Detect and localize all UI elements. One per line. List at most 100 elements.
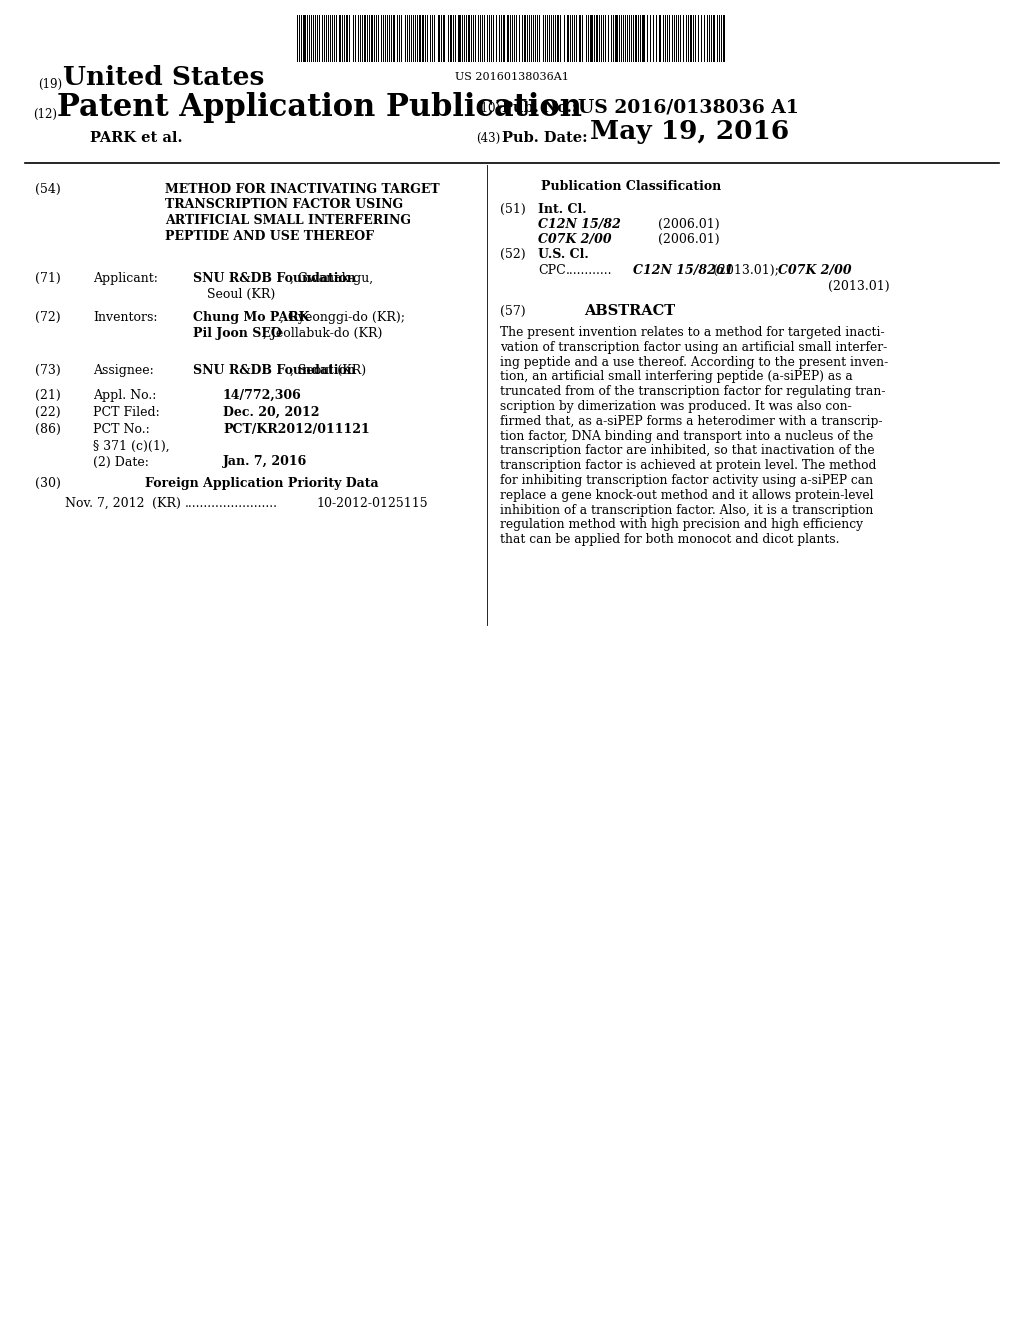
Text: 14/772,306: 14/772,306: [223, 389, 302, 403]
Bar: [468, 15, 470, 62]
Text: Pil Joon SEO: Pil Joon SEO: [193, 326, 282, 339]
Text: Nov. 7, 2012: Nov. 7, 2012: [65, 498, 144, 510]
Text: PEPTIDE AND USE THEREOF: PEPTIDE AND USE THEREOF: [165, 230, 374, 243]
Bar: [615, 15, 617, 62]
Text: ABSTRACT: ABSTRACT: [585, 304, 676, 318]
Text: PARK et al.: PARK et al.: [90, 131, 182, 145]
Text: , Gwanak-gu,: , Gwanak-gu,: [290, 272, 373, 285]
Text: Applicant:: Applicant:: [93, 272, 158, 285]
Text: ARTIFICIAL SMALL INTERFERING: ARTIFICIAL SMALL INTERFERING: [165, 214, 411, 227]
Bar: [642, 15, 645, 62]
Text: (21): (21): [35, 389, 60, 403]
Text: truncated from of the transcription factor for regulating tran-: truncated from of the transcription fact…: [500, 385, 886, 399]
Text: (2) Date:: (2) Date:: [93, 455, 148, 469]
Bar: [346, 15, 348, 62]
Bar: [443, 15, 444, 62]
Text: firmed that, as a-siPEP forms a heterodimer with a transcrip-: firmed that, as a-siPEP forms a heterodi…: [500, 414, 883, 428]
Bar: [339, 15, 341, 62]
Text: (57): (57): [500, 305, 525, 318]
Text: ........................: ........................: [185, 498, 278, 510]
Bar: [557, 15, 559, 62]
Text: (30): (30): [35, 477, 60, 490]
Bar: [371, 15, 373, 62]
Bar: [524, 15, 525, 62]
Text: (19): (19): [38, 78, 62, 91]
Text: (73): (73): [35, 364, 60, 378]
Text: US 20160138036A1: US 20160138036A1: [455, 73, 569, 82]
Text: Inventors:: Inventors:: [93, 312, 158, 323]
Text: transcription factor are inhibited, so that inactivation of the: transcription factor are inhibited, so t…: [500, 445, 874, 458]
Text: C12N 15/8261: C12N 15/8261: [633, 264, 733, 277]
Bar: [713, 15, 715, 62]
Text: Foreign Application Priority Data: Foreign Application Priority Data: [145, 477, 379, 490]
Text: (54): (54): [35, 183, 60, 195]
Text: inhibition of a transcription factor. Also, it is a transcription: inhibition of a transcription factor. Al…: [500, 504, 873, 516]
Bar: [419, 15, 421, 62]
Text: PCT No.:: PCT No.:: [93, 422, 150, 436]
Text: SNU R&DB Foundation: SNU R&DB Foundation: [193, 272, 356, 285]
Text: that can be applied for both monocot and dicot plants.: that can be applied for both monocot and…: [500, 533, 840, 546]
Text: US 2016/0138036 A1: US 2016/0138036 A1: [578, 98, 799, 116]
Text: , Jeollabuk-do (KR): , Jeollabuk-do (KR): [263, 326, 382, 339]
Text: Jan. 7, 2016: Jan. 7, 2016: [223, 455, 307, 469]
Text: (86): (86): [35, 422, 60, 436]
Text: Dec. 20, 2012: Dec. 20, 2012: [223, 407, 319, 418]
Text: C07K 2/00: C07K 2/00: [538, 234, 611, 246]
Text: (22): (22): [35, 407, 60, 418]
Bar: [590, 15, 593, 62]
Bar: [503, 15, 505, 62]
Text: replace a gene knock-out method and it allows protein-level: replace a gene knock-out method and it a…: [500, 488, 873, 502]
Bar: [579, 15, 581, 62]
Bar: [635, 15, 637, 62]
Text: U.S. Cl.: U.S. Cl.: [538, 248, 589, 261]
Text: (2006.01): (2006.01): [658, 234, 720, 246]
Text: , Seoul (KR): , Seoul (KR): [290, 364, 367, 378]
Bar: [690, 15, 691, 62]
Text: Publication Classification: Publication Classification: [541, 180, 721, 193]
Text: Int. Cl.: Int. Cl.: [538, 203, 587, 216]
Text: 10-2012-0125115: 10-2012-0125115: [316, 498, 428, 510]
Text: (51): (51): [500, 203, 525, 216]
Text: The present invention relates to a method for targeted inacti-: The present invention relates to a metho…: [500, 326, 885, 339]
Bar: [458, 15, 461, 62]
Text: transcription factor is achieved at protein level. The method: transcription factor is achieved at prot…: [500, 459, 877, 473]
Bar: [438, 15, 439, 62]
Bar: [303, 15, 306, 62]
Text: (2013.01): (2013.01): [828, 280, 890, 293]
Text: (2013.01);: (2013.01);: [713, 264, 779, 277]
Text: C07K 2/00: C07K 2/00: [778, 264, 852, 277]
Bar: [596, 15, 598, 62]
Text: PCT Filed:: PCT Filed:: [93, 407, 160, 418]
Text: Pub. Date:: Pub. Date:: [502, 131, 588, 145]
Text: (KR): (KR): [152, 498, 181, 510]
Text: Patent Application Publication: Patent Application Publication: [57, 92, 582, 123]
Text: PCT/KR2012/011121: PCT/KR2012/011121: [223, 422, 370, 436]
Text: (12): (12): [33, 108, 57, 121]
Bar: [450, 15, 452, 62]
Text: CPC: CPC: [538, 264, 565, 277]
Text: United States: United States: [63, 65, 264, 90]
Bar: [364, 15, 366, 62]
Text: TRANSCRIPTION FACTOR USING: TRANSCRIPTION FACTOR USING: [165, 198, 403, 211]
Text: ............: ............: [566, 264, 612, 277]
Text: SNU R&DB Foundation: SNU R&DB Foundation: [193, 364, 356, 378]
Bar: [567, 15, 568, 62]
Text: Assignee:: Assignee:: [93, 364, 154, 378]
Text: (2006.01): (2006.01): [658, 218, 720, 231]
Text: Pub. No.:: Pub. No.:: [502, 102, 578, 115]
Bar: [393, 15, 394, 62]
Text: tion factor, DNA binding and transport into a nucleus of the: tion factor, DNA binding and transport i…: [500, 429, 873, 442]
Text: Chung Mo PARK: Chung Mo PARK: [193, 312, 309, 323]
Text: tion, an artificial small interfering peptide (a-siPEP) as a: tion, an artificial small interfering pe…: [500, 371, 853, 383]
Text: (10): (10): [476, 102, 500, 115]
Text: (52): (52): [500, 248, 525, 261]
Text: § 371 (c)(1),: § 371 (c)(1),: [93, 440, 170, 453]
Text: vation of transcription factor using an artificial small interfer-: vation of transcription factor using an …: [500, 341, 887, 354]
Text: (43): (43): [476, 132, 501, 145]
Bar: [659, 15, 660, 62]
Text: Seoul (KR): Seoul (KR): [207, 288, 275, 301]
Text: , Gyeonggi-do (KR);: , Gyeonggi-do (KR);: [280, 312, 406, 323]
Text: METHOD FOR INACTIVATING TARGET: METHOD FOR INACTIVATING TARGET: [165, 183, 439, 195]
Bar: [507, 15, 509, 62]
Text: (71): (71): [35, 272, 60, 285]
